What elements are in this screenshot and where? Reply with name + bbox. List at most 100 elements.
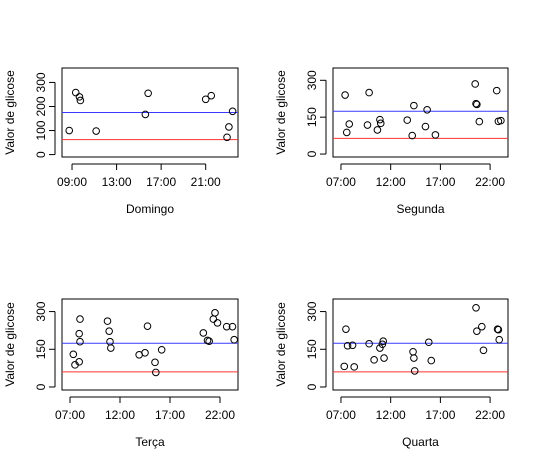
data-point — [340, 362, 349, 371]
data-point — [424, 338, 433, 347]
x-tick-label: 12:00 — [376, 175, 406, 189]
data-point — [230, 335, 238, 344]
data-point — [342, 128, 351, 137]
data-point — [492, 86, 501, 95]
data-point — [409, 347, 417, 356]
data-point — [75, 93, 84, 101]
chart-panel: 07:00 12:00 17:00 22:00 0 150 300 Terça Valor de… — [3, 298, 239, 449]
y-tick-label: 200 — [34, 96, 48, 116]
chart-panel: 09:00 13:00 17:00 21:00 0 100 200 300 Domingo Val… — [3, 67, 239, 216]
data-point — [350, 363, 359, 371]
x-tick-label: 22:00 — [475, 175, 505, 189]
x-tick-label: 07:00 — [55, 408, 85, 422]
data-point — [152, 368, 160, 377]
y-axis-title: Valor de glicose — [274, 70, 288, 155]
data-point — [370, 356, 378, 364]
x-tick-label: 17:00 — [425, 175, 455, 189]
data-point — [201, 95, 210, 104]
y-tick-label: 150 — [305, 339, 319, 359]
x-tick-label: 22:00 — [475, 408, 505, 422]
y-tick-label: 100 — [34, 120, 48, 140]
data-point — [410, 101, 418, 110]
data-point — [376, 119, 385, 128]
data-point — [348, 341, 357, 350]
data-point — [228, 322, 237, 331]
data-point — [478, 322, 486, 331]
data-point — [223, 133, 231, 142]
data-point — [473, 327, 481, 335]
x-tick-label: 12:00 — [376, 408, 406, 422]
data-point — [471, 80, 479, 88]
y-tick-label: 0 — [34, 383, 48, 390]
data-point — [427, 356, 436, 365]
data-point — [228, 107, 237, 116]
x-axis-title: Domingo — [126, 202, 174, 216]
data-point — [380, 354, 388, 362]
data-point — [408, 131, 417, 140]
data-point — [105, 327, 113, 335]
plot-frame — [332, 67, 509, 158]
chart-panel: 07:00 12:00 17:00 22:00 0 150 300 Segunda Valor … — [274, 67, 509, 216]
x-tick-label: 21:00 — [191, 175, 221, 189]
y-tick-label: 300 — [34, 72, 48, 92]
data-point — [345, 120, 354, 128]
data-point — [341, 91, 349, 99]
data-point — [75, 329, 83, 338]
data-point — [107, 344, 115, 352]
x-tick-label: 09:00 — [57, 175, 87, 189]
data-point — [76, 315, 84, 323]
data-point — [209, 315, 218, 323]
data-point — [92, 127, 100, 135]
data-point — [141, 110, 150, 119]
data-point — [379, 337, 388, 346]
x-tick-label: 13:00 — [102, 175, 132, 189]
y-tick-label: 150 — [34, 339, 48, 359]
data-point — [342, 325, 350, 333]
data-point — [151, 358, 159, 367]
y-axis-title: Valor de glicose — [274, 302, 288, 387]
data-point — [71, 88, 80, 97]
plot-frame — [332, 298, 509, 391]
x-tick-label: 17:00 — [155, 408, 185, 422]
x-axis-title: Terça — [135, 435, 165, 449]
data-point — [403, 116, 412, 124]
data-point — [495, 335, 504, 344]
x-tick-label: 17:00 — [146, 175, 176, 189]
data-point — [497, 116, 505, 125]
data-point — [157, 345, 166, 354]
data-point — [431, 131, 440, 139]
x-tick-label: 07:00 — [326, 408, 356, 422]
data-point — [423, 105, 431, 114]
data-point — [494, 325, 503, 334]
data-point — [143, 322, 152, 330]
data-point — [211, 309, 219, 317]
y-tick-label: 300 — [305, 70, 319, 90]
data-point — [103, 317, 112, 325]
data-point — [373, 126, 382, 134]
data-point — [75, 358, 83, 366]
x-tick-label: 07:00 — [326, 175, 356, 189]
data-point — [376, 115, 384, 124]
data-point — [365, 339, 373, 348]
data-point — [225, 123, 233, 131]
y-tick-label: 150 — [305, 107, 319, 127]
data-point — [473, 100, 481, 109]
data-point — [343, 341, 352, 350]
data-point — [65, 126, 74, 135]
data-point — [76, 337, 84, 346]
data-point — [141, 348, 149, 357]
x-axis-title: Quarta — [402, 435, 439, 449]
data-point — [106, 337, 114, 346]
y-tick-label: 300 — [34, 301, 48, 321]
data-point — [213, 319, 222, 327]
data-point — [410, 367, 419, 375]
data-point — [365, 88, 373, 97]
x-axis-title: Segunda — [396, 202, 444, 216]
x-tick-label: 22:00 — [205, 408, 235, 422]
x-tick-label: 17:00 — [425, 408, 455, 422]
data-point — [69, 350, 78, 359]
y-tick-label: 300 — [305, 301, 319, 321]
plot-frame — [61, 298, 239, 391]
data-point — [207, 91, 216, 100]
